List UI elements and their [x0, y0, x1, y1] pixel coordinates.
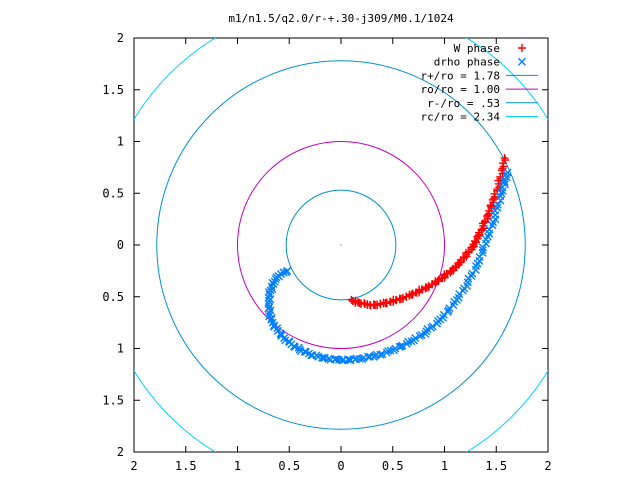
circle-1	[237, 141, 445, 349]
x-tick-label: 0.5	[382, 459, 404, 473]
x-tick-label: 2	[130, 459, 137, 473]
axis-ticks: 2 1.5 1 0.5 0 0.5 1 1.5 221.510.500.511.52	[102, 31, 551, 473]
drho-phase-point	[318, 353, 327, 362]
drho-phase-point	[265, 309, 274, 318]
phase-points	[264, 154, 512, 365]
drho-phase-point	[485, 225, 494, 234]
circle-1-78	[156, 60, 526, 430]
legend-marker-sample	[518, 57, 526, 66]
drho-phase-point	[500, 177, 509, 186]
legend-label: rc/ro = 2.34	[421, 111, 501, 124]
drho-phase-point	[378, 350, 387, 359]
x-tick-label: 2	[544, 459, 551, 473]
y-tick-label: 2	[117, 31, 124, 45]
y-tick-label: 2	[117, 445, 124, 459]
drho-phase-point	[503, 168, 512, 177]
x-tick-label: 1.5	[175, 459, 197, 473]
x-tick-label: 1	[441, 459, 448, 473]
legend-label: ro/ro = 1.00	[421, 83, 500, 96]
x-tick-label: 0	[337, 459, 344, 473]
drho-phase-point	[324, 354, 333, 363]
drho-phase-point	[273, 324, 282, 333]
drho-phase-point	[272, 273, 281, 282]
drho-phase-point	[386, 346, 395, 355]
circle-0-53	[285, 189, 397, 301]
drho-phase-point	[467, 272, 476, 281]
y-tick-label: 1	[117, 135, 124, 149]
drho-phase-point	[391, 344, 400, 353]
legend-label: r+/ro = 1.78	[421, 69, 500, 82]
y-tick-label: 0.5	[102, 186, 124, 200]
drho-phase-point	[478, 246, 487, 255]
x-tick-label: 1	[234, 459, 241, 473]
chart-title: m1/n1.5/q2.0/r-+.30-j309/M0.1/1024	[228, 12, 454, 25]
y-tick-label: 1.5	[102, 83, 124, 97]
drho-phase-point	[415, 331, 424, 340]
w-phase-point	[483, 210, 492, 219]
legend-label: W phase	[454, 42, 500, 55]
drho-phase-point	[421, 329, 430, 338]
drho-phase-point	[411, 334, 420, 343]
drho-phase-point	[488, 221, 497, 230]
y-tick-label: 0.5	[102, 290, 124, 304]
x-tick-label: 0.5	[278, 459, 300, 473]
legend-label: drho phase	[434, 56, 500, 69]
drho-phase-point	[398, 341, 407, 350]
drho-phase-point	[332, 355, 341, 363]
circle-2-34	[134, 38, 548, 452]
drho-phase-point	[282, 268, 291, 277]
radius-circles	[134, 38, 548, 452]
w-phase-point	[500, 154, 509, 163]
y-tick-label: 0	[117, 238, 124, 252]
drho-phase-point	[422, 327, 431, 336]
drho-phase-point	[493, 203, 502, 212]
y-tick-label: 1.5	[102, 393, 124, 407]
y-tick-label: 1	[117, 342, 124, 356]
x-tick-label: 1.5	[485, 459, 507, 473]
drho-phase-point	[376, 350, 385, 359]
origin-dot	[340, 244, 342, 246]
drho-phase-point	[493, 200, 502, 209]
legend-label: r-/ro = .53	[427, 97, 500, 110]
legend-marker-sample	[518, 44, 526, 52]
